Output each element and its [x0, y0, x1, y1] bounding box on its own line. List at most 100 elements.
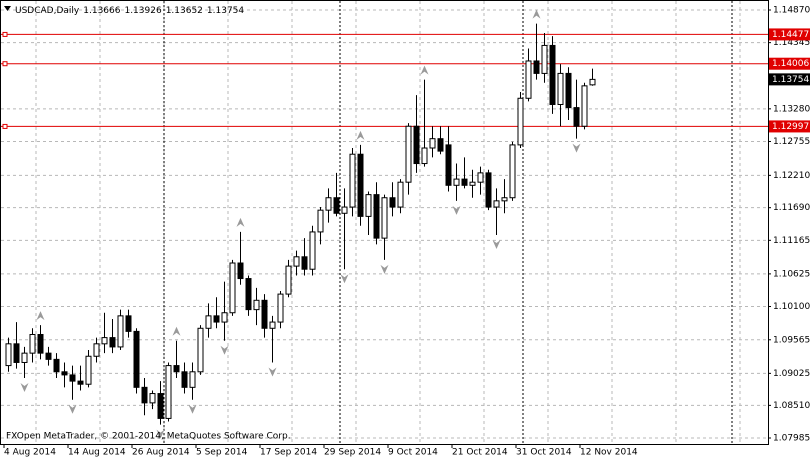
fractal-up: [356, 130, 365, 140]
candle-body: [117, 315, 124, 348]
candle-body: [421, 147, 428, 165]
header-value: 1.13652: [166, 6, 203, 16]
candle-body: [413, 125, 420, 165]
level-label: 1.14477: [772, 30, 809, 40]
fractal-up: [36, 311, 45, 321]
candle-body: [165, 365, 172, 419]
candle-body: [85, 355, 92, 385]
header-value: 1.13666: [83, 6, 120, 16]
candle-body: [77, 380, 84, 385]
fractal-down: [20, 383, 29, 393]
candle-body: [581, 85, 588, 127]
candle-body: [125, 315, 132, 332]
y-tick-label: 1.09025: [773, 369, 810, 379]
level-label: 1.12997: [772, 122, 809, 132]
candle-body: [293, 256, 300, 267]
level-anchor: [2, 61, 8, 67]
x-tick-label: 26 Aug 2014: [132, 448, 190, 458]
y-tick-label: 1.13280: [773, 104, 810, 114]
y-tick-label: 1.14870: [773, 6, 810, 16]
y-tick-label: 1.14345: [773, 38, 810, 48]
y-tick-label: 1.07985: [773, 434, 810, 444]
fractal-down: [380, 264, 389, 274]
candle-body: [53, 358, 60, 373]
candle-body: [469, 181, 476, 186]
candle-body: [285, 265, 292, 295]
candle-body: [437, 138, 444, 152]
header-symbol: USDCAD,Daily: [15, 6, 80, 16]
watermark: FXOpen MetaTrader, © 2001-2014, MetaQuot…: [6, 432, 291, 442]
candle-body: [157, 393, 164, 419]
candle-body: [181, 371, 188, 388]
candle-body: [541, 44, 548, 74]
candle-body: [485, 172, 492, 208]
level-label-box: [769, 57, 810, 70]
candle-body: [477, 172, 484, 183]
x-tick-label: 29 Sep 2014: [324, 448, 381, 458]
candle-body: [365, 194, 372, 217]
candle-body: [325, 197, 332, 211]
x-tick-label: 5 Sep 2014: [196, 448, 248, 458]
candle-body: [501, 197, 508, 202]
candle-body: [45, 352, 52, 360]
candle-body: [565, 72, 572, 109]
axes: 1.14870 1.14345 1.13280 1.12755 1.12210 1.116…: [3, 6, 810, 458]
candle-body: [589, 78, 596, 86]
fractal-down: [572, 143, 581, 153]
symbol-menu-icon[interactable]: [4, 6, 11, 11]
y-tick-label: 1.08510: [773, 401, 810, 411]
candle-body: [21, 352, 28, 363]
candle-body: [61, 371, 68, 376]
candle-body: [445, 144, 452, 186]
candle-body: [133, 330, 140, 388]
candle-body: [189, 371, 196, 388]
candle-body: [149, 393, 156, 404]
candle-body: [397, 181, 404, 208]
candle-body: [13, 343, 20, 363]
candle-body: [309, 231, 316, 270]
plot: [1, 9, 768, 439]
candle-body: [533, 60, 540, 74]
y-tick-label: 1.10100: [773, 302, 810, 312]
candle-body: [245, 278, 252, 311]
candle-body: [517, 97, 524, 146]
candle-body: [341, 206, 348, 214]
candle-body: [373, 194, 380, 239]
candle-body: [557, 72, 564, 105]
fractal-up: [236, 217, 245, 227]
x-tick-label: 9 Oct 2014: [388, 448, 438, 458]
plot-border: [0, 0, 769, 445]
current-price-label: 1.13754: [772, 75, 809, 85]
candle-body: [333, 197, 340, 214]
candle-body: [221, 312, 228, 323]
x-tick-label: 17 Sep 2014: [260, 448, 317, 458]
candle-body: [229, 262, 236, 314]
y-tick-label: 1.12755: [773, 137, 810, 147]
candle-body: [109, 337, 116, 348]
level-label-box: [769, 28, 810, 41]
candle-body: [509, 144, 516, 199]
level-label-box: [769, 120, 810, 133]
fractal-down: [452, 205, 461, 215]
x-tick-label: 21 Oct 2014: [452, 448, 508, 458]
x-tick-label: 31 Oct 2014: [516, 448, 572, 458]
candle-body: [349, 153, 356, 208]
candle-body: [237, 262, 244, 280]
candle-body: [277, 293, 284, 323]
y-tick-label: 1.09565: [773, 335, 810, 345]
candle-body: [493, 200, 500, 208]
candle-body: [357, 153, 364, 217]
fractal-up: [532, 9, 541, 19]
x-tick-label: 12 Nov 2014: [580, 448, 638, 458]
candle-body: [525, 60, 532, 99]
candle-body: [69, 374, 76, 382]
fractal-down: [220, 345, 229, 355]
chart-header: USDCAD,Daily 1.13666 1.13926 1.13652 1.13754: [15, 6, 244, 16]
candle-body: [269, 321, 276, 329]
fractal-down: [340, 274, 349, 284]
fractal-down: [268, 367, 277, 377]
candle-body: [301, 256, 308, 270]
